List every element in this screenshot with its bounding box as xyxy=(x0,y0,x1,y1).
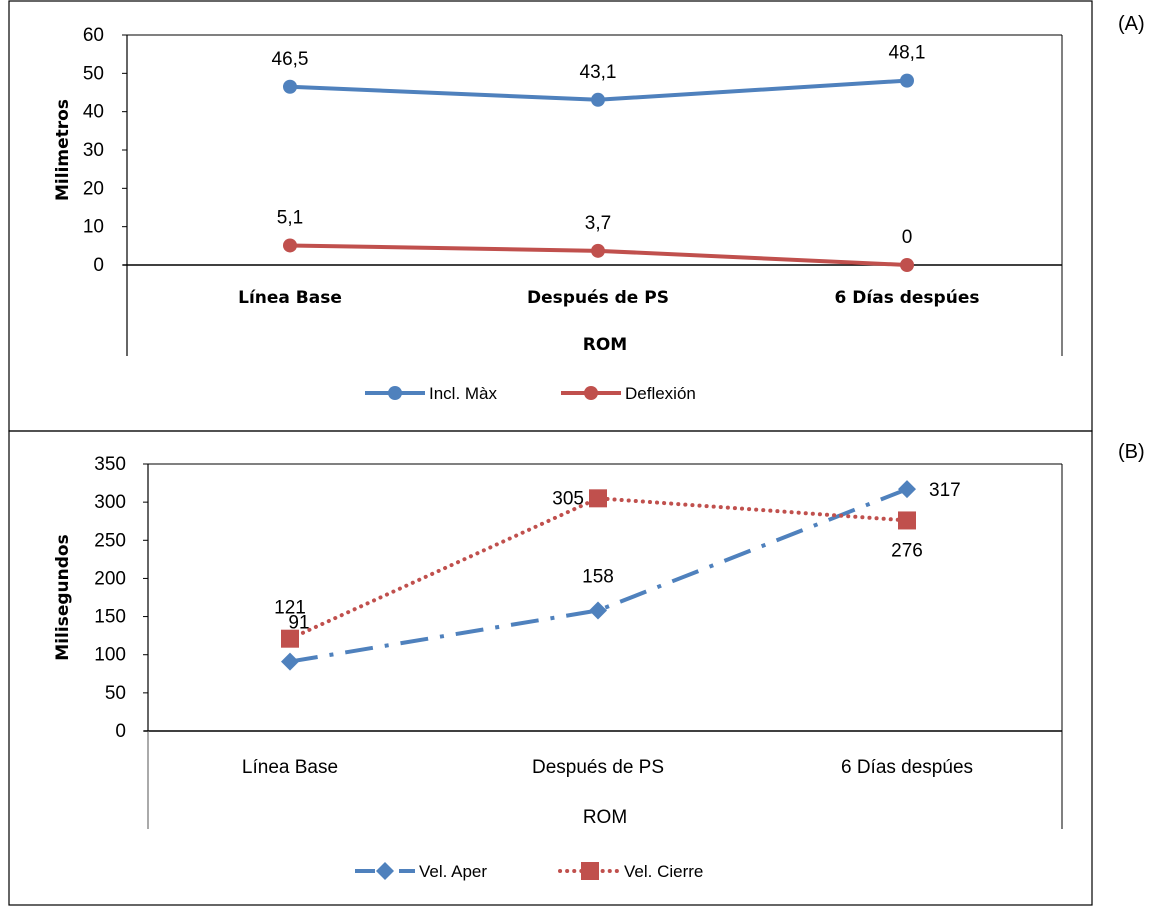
panel-b-frame xyxy=(8,430,1093,906)
y-axis-label: Milisegundos xyxy=(53,534,73,660)
legend-marker xyxy=(376,862,394,880)
data-point xyxy=(591,243,605,258)
y-tick-label: 100 xyxy=(94,645,126,666)
y-tick-label: 300 xyxy=(94,492,126,513)
series-line-1 xyxy=(288,496,909,641)
data-label: 46,5 xyxy=(272,49,309,70)
y-tick-label: 150 xyxy=(94,607,126,628)
y-tick-label: 250 xyxy=(94,530,126,551)
data-label: 305 xyxy=(552,488,584,509)
legend-marker xyxy=(388,386,402,400)
legend-label: Vel. Aper xyxy=(419,862,487,881)
y-tick-label: 40 xyxy=(83,102,104,123)
x-tick-label: 6 Días despúes xyxy=(835,288,980,308)
y-tick-label: 20 xyxy=(83,178,104,199)
y-tick-label: 350 xyxy=(94,454,126,475)
y-tick-label: 200 xyxy=(94,568,126,589)
y-axis-label: Milimetros xyxy=(53,99,73,201)
data-point xyxy=(589,489,607,508)
data-point xyxy=(898,480,916,499)
x-axis-label: ROM xyxy=(583,807,627,828)
x-tick-label: Línea Base xyxy=(242,757,338,778)
data-label: 48,1 xyxy=(889,43,926,64)
y-tick-label: 10 xyxy=(83,217,104,238)
data-label: 91 xyxy=(288,613,309,634)
data-point xyxy=(589,601,607,620)
data-point xyxy=(591,92,605,107)
panel-a-frame xyxy=(8,0,1093,432)
panel-b-tag: (B) xyxy=(1118,441,1145,463)
data-point xyxy=(283,238,297,253)
data-label: 158 xyxy=(582,566,614,587)
y-tick-label: 0 xyxy=(115,721,126,742)
data-label: 5,1 xyxy=(277,207,303,228)
x-tick-label: Línea Base xyxy=(238,288,342,308)
data-label: 276 xyxy=(891,540,923,561)
x-tick-label: 6 Días despúes xyxy=(841,757,973,778)
data-point xyxy=(281,652,299,671)
panel-a-tag: (A) xyxy=(1118,13,1145,35)
data-label: 317 xyxy=(929,480,961,501)
x-axis-label: ROM xyxy=(583,335,627,355)
data-label: 3,7 xyxy=(585,213,611,234)
data-point xyxy=(281,629,299,648)
x-tick-label: Después de PS xyxy=(527,288,669,308)
chart-b: 0 50 100 150 200 250 300 350 Línea Base Después d… xyxy=(53,454,1063,881)
data-label: 0 xyxy=(902,227,913,248)
y-tick-label: 60 xyxy=(83,25,104,46)
x-tick-label: Después de PS xyxy=(532,757,664,778)
legend-label: Vel. Cierre xyxy=(624,862,703,881)
data-point xyxy=(283,79,297,94)
data-label: 43,1 xyxy=(580,62,617,83)
data-label: 121 xyxy=(274,598,306,619)
legend-label: Deflexión xyxy=(625,384,696,403)
data-point xyxy=(900,73,914,88)
y-tick-label: 50 xyxy=(83,63,104,84)
data-point xyxy=(898,511,916,530)
data-point xyxy=(900,258,914,272)
legend-marker xyxy=(581,862,599,880)
legend-label: Incl. Màx xyxy=(429,384,498,403)
chart-a: 0 10 20 30 40 50 60 Línea Base Después de PS 6 Dí… xyxy=(53,25,1063,403)
y-tick-label: 30 xyxy=(83,140,104,161)
y-tick-label: 0 xyxy=(93,255,104,276)
legend-marker xyxy=(584,386,598,400)
y-tick-label: 50 xyxy=(105,683,126,704)
